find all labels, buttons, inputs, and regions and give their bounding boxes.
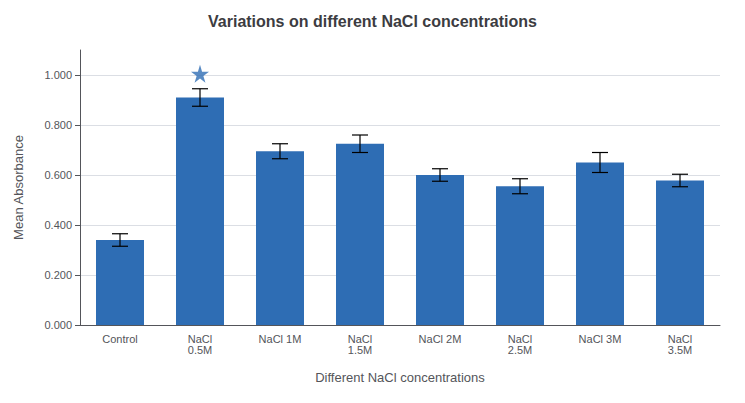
svg-text:NaCl 2M: NaCl 2M <box>419 333 462 345</box>
svg-text:NaCl: NaCl <box>667 332 693 345</box>
svg-text:NaCl: NaCl <box>347 332 373 345</box>
svg-text:NaCl: NaCl <box>507 332 533 345</box>
svg-text:NaCl: NaCl <box>187 332 213 345</box>
svg-text:0.600: 0.600 <box>44 169 72 181</box>
svg-text:NaCl 3M: NaCl 3M <box>579 333 622 345</box>
svg-text:3.5M: 3.5M <box>668 344 692 356</box>
svg-text:1.5M: 1.5M <box>348 344 372 356</box>
svg-text:0.200: 0.200 <box>44 269 72 281</box>
svg-text:Mean Absorbance: Mean Absorbance <box>11 135 26 240</box>
svg-text:Different NaCl concentrations: Different NaCl concentrations <box>315 370 485 385</box>
svg-text:0.5M: 0.5M <box>188 344 212 356</box>
svg-text:0.400: 0.400 <box>44 219 72 231</box>
svg-text:2.5M: 2.5M <box>508 344 532 356</box>
svg-text:Control: Control <box>102 333 137 345</box>
svg-text:0.800: 0.800 <box>44 119 72 131</box>
svg-text:1.000: 1.000 <box>44 69 72 81</box>
svg-text:Variations on different NaCl c: Variations on different NaCl concentrati… <box>208 13 537 30</box>
svg-text:NaCl 1M: NaCl 1M <box>259 333 302 345</box>
svg-text:0.000: 0.000 <box>44 319 72 331</box>
